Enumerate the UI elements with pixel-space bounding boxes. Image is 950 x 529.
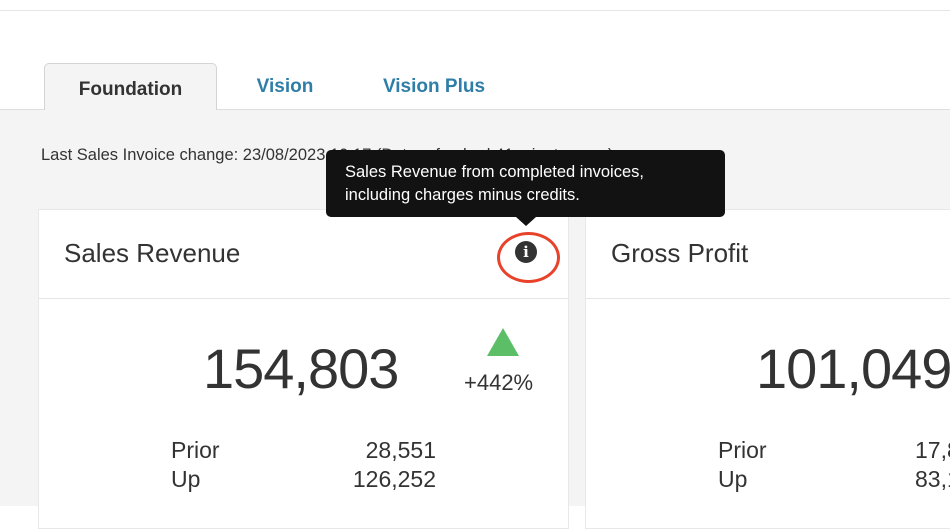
tab-vision[interactable]: Vision	[256, 76, 314, 97]
change-percent: +442%	[464, 370, 534, 395]
tab-bar: Foundation Vision Vision Plus	[0, 63, 950, 111]
prior-label: Prior	[718, 437, 767, 463]
card-title: Sales Revenue	[64, 238, 241, 268]
trend-up-icon	[487, 328, 519, 356]
up-label: Up	[171, 466, 201, 492]
main-value: 154,803	[203, 337, 399, 400]
info-tooltip: Sales Revenue from completed invoices, i…	[326, 150, 725, 226]
prior-value: 17,8	[915, 437, 950, 463]
tooltip-line-2: including charges minus credits.	[345, 186, 580, 204]
main-value: 101,049	[756, 337, 950, 400]
highlight-annotation	[497, 232, 560, 283]
up-label: Up	[718, 466, 748, 492]
tab-foundation[interactable]: Foundation	[44, 63, 217, 111]
up-value: 83,1	[915, 466, 950, 492]
gross-profit-card: Gross Profit 101,049 Prior 17,8 Up 83,1	[585, 209, 950, 529]
card-title: Gross Profit	[611, 238, 749, 268]
prior-value: 28,551	[365, 437, 436, 463]
sales-revenue-card: Sales Revenue i 154,803 +442% Prior 28,5…	[38, 209, 569, 529]
tab-vision-plus[interactable]: Vision Plus	[382, 76, 486, 97]
up-value: 126,252	[352, 466, 436, 492]
card-header: Gross Profit	[586, 210, 950, 299]
card-header: Sales Revenue i	[39, 210, 568, 299]
tooltip-line-1: Sales Revenue from completed invoices,	[345, 163, 644, 181]
prior-label: Prior	[171, 437, 220, 463]
top-divider	[0, 10, 950, 11]
